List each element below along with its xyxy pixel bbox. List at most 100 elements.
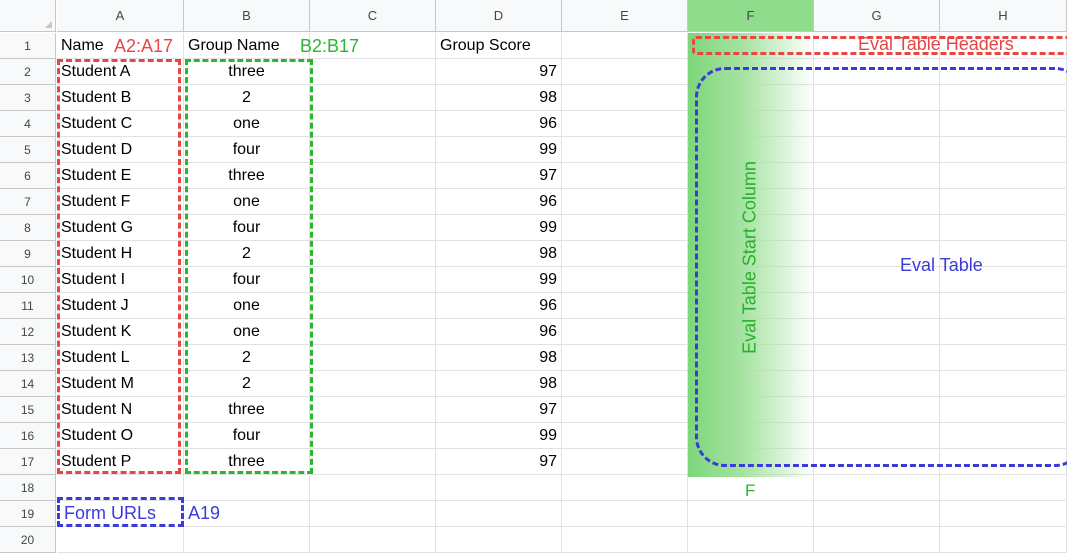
cell-e1[interactable] [562, 33, 688, 59]
cell-d8[interactable]: 99 [436, 215, 562, 241]
cell-b11[interactable]: one [184, 293, 310, 319]
cell-g19[interactable] [814, 501, 940, 527]
cell-a12[interactable]: Student K [57, 319, 184, 345]
row-header-18[interactable]: 18 [0, 475, 56, 501]
cell-e20[interactable] [562, 527, 688, 553]
cell-b1[interactable]: Group Name [184, 33, 310, 59]
cell-a14[interactable]: Student M [57, 371, 184, 397]
row-header-9[interactable]: 9 [0, 241, 56, 267]
cell-a5[interactable]: Student D [57, 137, 184, 163]
cell-a7[interactable]: Student F [57, 189, 184, 215]
cell-e14[interactable] [562, 371, 688, 397]
cell-a1[interactable]: Name [57, 33, 184, 59]
cell-e11[interactable] [562, 293, 688, 319]
cell-e5[interactable] [562, 137, 688, 163]
cell-c2[interactable] [310, 59, 436, 85]
cell-f19[interactable] [688, 501, 814, 527]
column-header-b[interactable]: B [184, 0, 310, 32]
cell-g3[interactable] [814, 85, 940, 111]
cell-h13[interactable] [940, 345, 1067, 371]
cell-h2[interactable] [940, 59, 1067, 85]
cell-a2[interactable]: Student A [57, 59, 184, 85]
cell-d11[interactable]: 96 [436, 293, 562, 319]
cell-f18[interactable] [688, 475, 814, 501]
cell-c10[interactable] [310, 267, 436, 293]
cell-e10[interactable] [562, 267, 688, 293]
cell-g18[interactable] [814, 475, 940, 501]
cell-c11[interactable] [310, 293, 436, 319]
cell-b18[interactable] [184, 475, 310, 501]
cell-g9[interactable] [814, 241, 940, 267]
cell-c5[interactable] [310, 137, 436, 163]
cell-a18[interactable] [57, 475, 184, 501]
row-header-19[interactable]: 19 [0, 501, 56, 527]
cell-e18[interactable] [562, 475, 688, 501]
cell-a3[interactable]: Student B [57, 85, 184, 111]
cell-g12[interactable] [814, 319, 940, 345]
column-header-d[interactable]: D [436, 0, 562, 32]
cell-a10[interactable]: Student I [57, 267, 184, 293]
row-header-13[interactable]: 13 [0, 345, 56, 371]
cell-c20[interactable] [310, 527, 436, 553]
cell-c1[interactable] [310, 33, 436, 59]
cell-c7[interactable] [310, 189, 436, 215]
row-header-3[interactable]: 3 [0, 85, 56, 111]
cell-c14[interactable] [310, 371, 436, 397]
cell-a16[interactable]: Student O [57, 423, 184, 449]
cell-e3[interactable] [562, 85, 688, 111]
cell-b9[interactable]: 2 [184, 241, 310, 267]
cell-h8[interactable] [940, 215, 1067, 241]
cell-g7[interactable] [814, 189, 940, 215]
row-header-20[interactable]: 20 [0, 527, 56, 553]
cell-d16[interactable]: 99 [436, 423, 562, 449]
cell-g10[interactable] [814, 267, 940, 293]
cell-b14[interactable]: 2 [184, 371, 310, 397]
cell-h15[interactable] [940, 397, 1067, 423]
cell-g11[interactable] [814, 293, 940, 319]
cell-e16[interactable] [562, 423, 688, 449]
cell-b15[interactable]: three [184, 397, 310, 423]
cell-c12[interactable] [310, 319, 436, 345]
column-header-f[interactable]: F [688, 0, 814, 32]
cell-b13[interactable]: 2 [184, 345, 310, 371]
cell-d1[interactable]: Group Score [436, 33, 562, 59]
cell-e6[interactable] [562, 163, 688, 189]
cell-h19[interactable] [940, 501, 1067, 527]
cell-h7[interactable] [940, 189, 1067, 215]
cell-c19[interactable] [310, 501, 436, 527]
cell-d10[interactable]: 99 [436, 267, 562, 293]
cell-e19[interactable] [562, 501, 688, 527]
cell-e9[interactable] [562, 241, 688, 267]
cell-h17[interactable] [940, 449, 1067, 475]
cell-g17[interactable] [814, 449, 940, 475]
row-header-4[interactable]: 4 [0, 111, 56, 137]
cell-g8[interactable] [814, 215, 940, 241]
cell-h4[interactable] [940, 111, 1067, 137]
row-header-10[interactable]: 10 [0, 267, 56, 293]
cell-d15[interactable]: 97 [436, 397, 562, 423]
row-header-14[interactable]: 14 [0, 371, 56, 397]
cell-b2[interactable]: three [184, 59, 310, 85]
cell-h6[interactable] [940, 163, 1067, 189]
cell-a9[interactable]: Student H [57, 241, 184, 267]
cell-c3[interactable] [310, 85, 436, 111]
cell-a6[interactable]: Student E [57, 163, 184, 189]
cell-c17[interactable] [310, 449, 436, 475]
cell-b10[interactable]: four [184, 267, 310, 293]
cell-a20[interactable] [57, 527, 184, 553]
cell-c6[interactable] [310, 163, 436, 189]
cell-d17[interactable]: 97 [436, 449, 562, 475]
cell-b5[interactable]: four [184, 137, 310, 163]
cell-g20[interactable] [814, 527, 940, 553]
cell-d18[interactable] [436, 475, 562, 501]
row-header-12[interactable]: 12 [0, 319, 56, 345]
cell-b6[interactable]: three [184, 163, 310, 189]
cell-d2[interactable]: 97 [436, 59, 562, 85]
cell-d9[interactable]: 98 [436, 241, 562, 267]
row-header-15[interactable]: 15 [0, 397, 56, 423]
cell-g6[interactable] [814, 163, 940, 189]
row-header-8[interactable]: 8 [0, 215, 56, 241]
cell-b12[interactable]: one [184, 319, 310, 345]
row-header-7[interactable]: 7 [0, 189, 56, 215]
cell-c9[interactable] [310, 241, 436, 267]
